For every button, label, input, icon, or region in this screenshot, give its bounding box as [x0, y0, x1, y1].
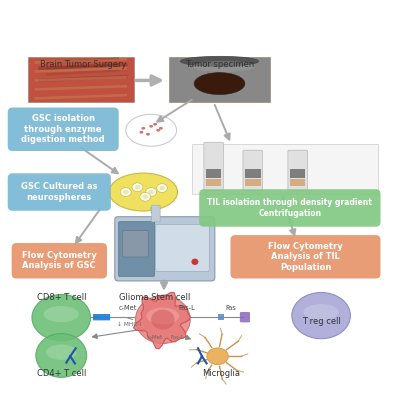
Text: c-Met: c-Met	[118, 306, 137, 312]
FancyBboxPatch shape	[206, 179, 222, 186]
Ellipse shape	[32, 294, 90, 341]
Ellipse shape	[292, 292, 350, 339]
FancyBboxPatch shape	[245, 169, 261, 178]
Ellipse shape	[143, 195, 148, 199]
Ellipse shape	[149, 125, 153, 128]
FancyBboxPatch shape	[290, 169, 305, 178]
Text: CD4+ T cell: CD4+ T cell	[37, 369, 86, 378]
Ellipse shape	[192, 61, 255, 72]
Ellipse shape	[146, 133, 150, 136]
FancyBboxPatch shape	[11, 243, 107, 278]
Text: Brain Tumor Surgery: Brain Tumor Surgery	[40, 60, 126, 69]
Text: GSC Cultured as
neurospheres: GSC Cultured as neurospheres	[21, 182, 98, 202]
Ellipse shape	[303, 304, 339, 320]
Text: TCR: TCR	[100, 314, 111, 319]
Text: c-Met: c-Met	[147, 335, 163, 340]
Ellipse shape	[151, 310, 175, 330]
FancyBboxPatch shape	[8, 173, 111, 211]
Text: TIL isolation through density gradient
Centrifugation: TIL isolation through density gradient C…	[207, 198, 372, 218]
Ellipse shape	[147, 308, 179, 324]
Ellipse shape	[159, 186, 165, 190]
Ellipse shape	[120, 188, 131, 196]
Text: Fas: Fas	[225, 306, 236, 312]
FancyBboxPatch shape	[230, 235, 380, 278]
Ellipse shape	[207, 348, 228, 365]
Text: GSC isolation
through enzyme
digestion method: GSC isolation through enzyme digestion m…	[21, 114, 105, 144]
Ellipse shape	[181, 56, 259, 66]
Polygon shape	[134, 292, 190, 349]
FancyBboxPatch shape	[192, 144, 378, 194]
FancyBboxPatch shape	[206, 169, 222, 178]
Ellipse shape	[135, 296, 190, 344]
Ellipse shape	[109, 173, 177, 211]
Text: T reg cell: T reg cell	[302, 317, 340, 326]
FancyBboxPatch shape	[199, 189, 380, 227]
FancyBboxPatch shape	[218, 314, 224, 320]
Ellipse shape	[132, 183, 143, 192]
FancyBboxPatch shape	[93, 314, 110, 320]
FancyBboxPatch shape	[245, 179, 261, 186]
Ellipse shape	[36, 334, 87, 377]
Ellipse shape	[156, 129, 160, 132]
Text: Flow Cytometry
Analysis of GSC: Flow Cytometry Analysis of GSC	[22, 251, 97, 270]
Ellipse shape	[140, 192, 151, 201]
FancyBboxPatch shape	[243, 150, 263, 190]
Ellipse shape	[159, 127, 163, 130]
FancyBboxPatch shape	[122, 231, 149, 257]
Ellipse shape	[194, 73, 245, 94]
Ellipse shape	[139, 131, 143, 134]
FancyBboxPatch shape	[156, 224, 209, 271]
FancyBboxPatch shape	[115, 217, 215, 281]
Text: Microglia: Microglia	[203, 369, 241, 378]
Text: ↓ MHC-I: ↓ MHC-I	[117, 322, 142, 327]
Ellipse shape	[44, 306, 79, 322]
FancyBboxPatch shape	[8, 108, 119, 151]
FancyBboxPatch shape	[28, 56, 134, 102]
Text: Glioma Stem cell: Glioma Stem cell	[119, 293, 191, 302]
FancyBboxPatch shape	[204, 142, 224, 190]
FancyBboxPatch shape	[169, 56, 270, 102]
Text: CD8+ T cell: CD8+ T cell	[36, 293, 86, 302]
Ellipse shape	[192, 258, 198, 265]
Text: Flow Cytometry
Analysis of TIL
Population: Flow Cytometry Analysis of TIL Populatio…	[268, 242, 343, 272]
Text: Fas-L: Fas-L	[178, 306, 195, 312]
FancyBboxPatch shape	[152, 205, 160, 222]
Text: Fas-L: Fas-L	[170, 335, 184, 340]
FancyBboxPatch shape	[288, 150, 307, 190]
FancyBboxPatch shape	[290, 179, 305, 186]
Ellipse shape	[126, 114, 177, 146]
Ellipse shape	[156, 184, 167, 192]
Text: Tumor specimen: Tumor specimen	[185, 60, 254, 69]
Ellipse shape	[149, 190, 154, 194]
FancyBboxPatch shape	[118, 222, 155, 276]
FancyBboxPatch shape	[240, 312, 250, 322]
Ellipse shape	[46, 344, 77, 360]
Ellipse shape	[135, 185, 140, 190]
Ellipse shape	[153, 123, 157, 126]
Ellipse shape	[146, 188, 156, 196]
Ellipse shape	[141, 127, 145, 130]
Ellipse shape	[123, 190, 128, 194]
